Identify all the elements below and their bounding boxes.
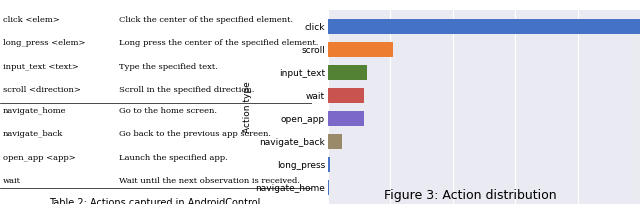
- Bar: [328, 157, 330, 172]
- Text: long_press <elem>: long_press <elem>: [3, 39, 86, 47]
- Text: Scroll in the specified direction.: Scroll in the specified direction.: [118, 86, 254, 94]
- Text: Go back to the previous app screen.: Go back to the previous app screen.: [118, 130, 271, 138]
- Text: Click the center of the specified element.: Click the center of the specified elemen…: [118, 16, 292, 24]
- Text: Wait until the next observation is received.: Wait until the next observation is recei…: [118, 177, 300, 185]
- Text: scroll <direction>: scroll <direction>: [3, 86, 81, 94]
- Bar: [328, 19, 640, 34]
- Bar: [328, 42, 394, 57]
- Text: navigate_back: navigate_back: [3, 130, 63, 138]
- Text: open_app <app>: open_app <app>: [3, 154, 76, 162]
- Text: Go to the home screen.: Go to the home screen.: [118, 107, 216, 115]
- Text: click <elem>: click <elem>: [3, 16, 60, 24]
- Bar: [328, 65, 367, 80]
- Text: Type the specified text.: Type the specified text.: [118, 63, 218, 71]
- Bar: [328, 88, 364, 103]
- Text: Figure 3: Action distribution: Figure 3: Action distribution: [384, 189, 557, 202]
- Text: Launch the specified app.: Launch the specified app.: [118, 154, 227, 162]
- Bar: [328, 111, 364, 126]
- Text: navigate_home: navigate_home: [3, 107, 67, 115]
- Text: wait: wait: [3, 177, 21, 185]
- Text: Table 2: Actions captured in AndroidControl.: Table 2: Actions captured in AndroidCont…: [49, 198, 263, 204]
- Text: input_text <text>: input_text <text>: [3, 63, 79, 71]
- Bar: [328, 134, 342, 149]
- Y-axis label: Action type: Action type: [243, 81, 252, 133]
- Text: Long press the center of the specified element.: Long press the center of the specified e…: [118, 39, 318, 47]
